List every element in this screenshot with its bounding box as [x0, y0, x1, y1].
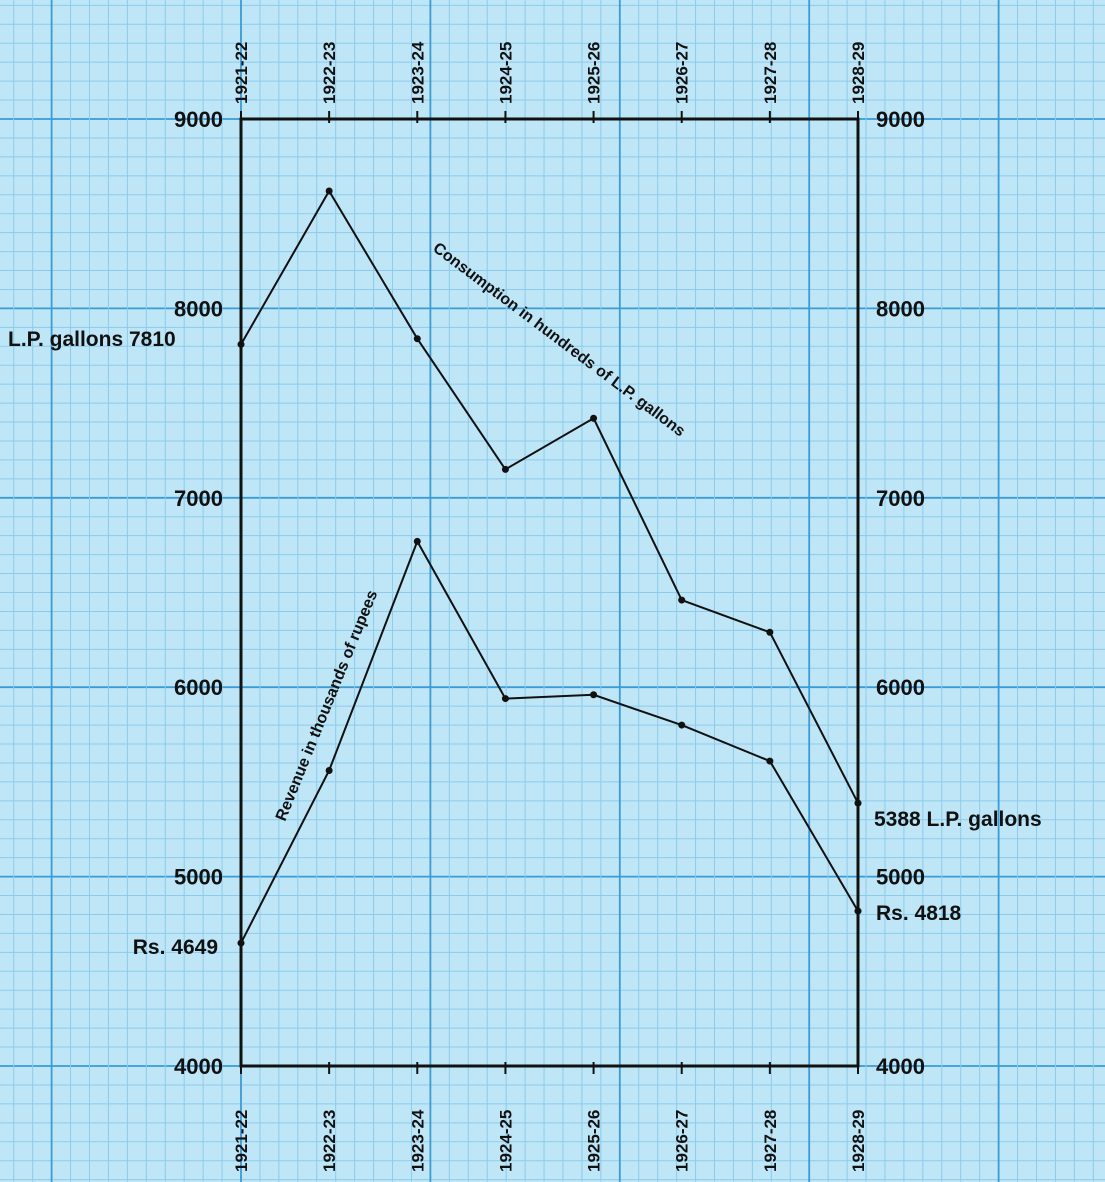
y-tick-label-left: 7000 [174, 486, 223, 511]
series-lines [240, 189, 859, 944]
revenue-line [240, 539, 859, 944]
x-tick-label-top: 1925-26 [585, 42, 604, 104]
consumption-point [854, 799, 862, 807]
x-tick-label-bottom: 1923-24 [408, 1109, 427, 1172]
plot-frame [239, 117, 860, 1068]
revenue-point [678, 721, 686, 729]
consumption-point [237, 340, 245, 348]
x-tick-label-top: 1923-24 [408, 41, 427, 104]
consumption-point [325, 187, 333, 195]
revenue-start-label: Rs. 4649 [133, 936, 218, 959]
consumption-end-label: 5388 L.P. gallons [874, 808, 1042, 831]
revenue-point [237, 939, 245, 947]
consumption-start-label: L.P. gallons 7810 [8, 328, 176, 351]
consumption-point [590, 414, 598, 422]
x-tick-label-top: 1922-23 [320, 42, 339, 104]
x-tick-label-top: 1926-27 [673, 42, 692, 104]
x-tick-label-bottom: 1921-22 [232, 1110, 251, 1172]
x-tick-label-top: 1921-22 [232, 42, 251, 104]
revenue-point [766, 757, 774, 765]
x-tick-label-bottom: 1926-27 [673, 1110, 692, 1172]
y-tick-label-right: 7000 [876, 486, 925, 511]
x-tick-label-top: 1927-28 [761, 42, 780, 104]
x-axis-top: 1921-22 1922-23 1923-24 1924-25 1925-26 1926-… [232, 41, 868, 123]
y-tick-label-left: 5000 [174, 865, 223, 890]
revenue-point [854, 907, 862, 915]
x-tick-label-bottom: 1924-25 [496, 1110, 515, 1172]
x-tick-label-bottom: 1928-29 [849, 1110, 868, 1172]
y-tick-label-left: 8000 [174, 296, 223, 321]
series-points [237, 187, 862, 947]
revenue-point [413, 537, 421, 545]
consumption-line [240, 189, 859, 804]
x-axis-bottom: 1921-22 1922-23 1923-24 1924-25 1925-26 1926-… [232, 1062, 868, 1172]
revenue-point [501, 695, 509, 703]
revenue-point [590, 691, 598, 699]
y-axis-right: 4000 5000 6000 7000 8000 9000 [876, 107, 925, 1079]
revenue-end-label: Rs. 4818 [876, 902, 962, 925]
y-tick-label-right: 4000 [876, 1054, 925, 1079]
consumption-point [678, 596, 686, 604]
y-axis-left: 4000 5000 6000 7000 8000 9000 [174, 107, 223, 1079]
x-tick-label-bottom: 1927-28 [761, 1110, 780, 1172]
y-tick-label-left: 9000 [174, 107, 223, 132]
y-tick-label-right: 5000 [876, 865, 925, 890]
y-tick-label-right: 9000 [876, 107, 925, 132]
y-tick-label-right: 8000 [876, 296, 925, 321]
y-tick-label-left: 4000 [174, 1054, 223, 1079]
x-tick-label-top: 1928-29 [849, 42, 868, 104]
consumption-point [501, 465, 509, 473]
x-tick-label-bottom: 1925-26 [585, 1110, 604, 1172]
revenue-point [325, 767, 333, 775]
x-tick-label-top: 1924-25 [496, 42, 515, 104]
y-tick-label-right: 6000 [876, 675, 925, 700]
consumption-point [413, 335, 421, 343]
x-tick-label-bottom: 1922-23 [320, 1110, 339, 1172]
consumption-point [766, 628, 774, 636]
y-tick-label-left: 6000 [174, 675, 223, 700]
